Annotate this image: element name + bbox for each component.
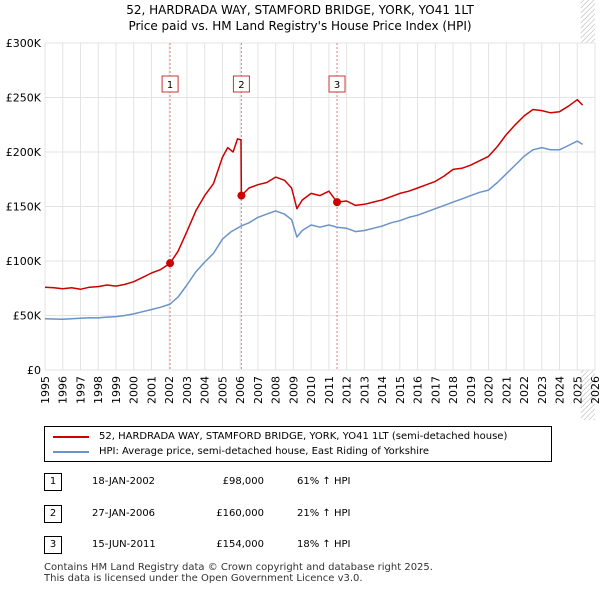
title-line-2: Price paid vs. HM Land Registry's House … — [128, 19, 472, 33]
hatch-stroke — [580, 0, 585, 4]
sale-marker-box — [161, 75, 179, 93]
sale-hpi-change: 18% ↑ HPI — [297, 539, 351, 550]
sale-marker-box — [232, 75, 250, 93]
x-tick-label: 2009 — [287, 376, 300, 404]
footer-line-2: This data is licensed under the Open Gov… — [44, 573, 363, 584]
x-tick-label: 1996 — [57, 376, 70, 404]
hatch-stroke — [580, 378, 596, 394]
x-tick-label: 2001 — [145, 376, 158, 404]
x-tick-label: 2000 — [128, 376, 141, 404]
hatch-stroke — [580, 28, 596, 44]
x-tick-label: 2026 — [589, 376, 600, 404]
hatch-stroke — [580, 368, 596, 384]
hatch-stroke — [580, 0, 590, 9]
x-tick-label: 2014 — [376, 376, 389, 404]
legend-blue-line — [53, 451, 89, 453]
hatch-stroke — [580, 393, 596, 409]
sale-price: £160,000 — [216, 508, 264, 519]
y-tick-label: £100K — [6, 255, 42, 268]
chart-svg: 1 2 3 1995 1996 1997 1998 1999 2000 2001 2002 2003… — [6, 0, 600, 420]
x-tick-label: 2002 — [163, 376, 176, 404]
x-tick-label: 2018 — [447, 376, 460, 404]
hatch-stroke — [583, 408, 596, 420]
property-price-line — [44, 98, 584, 291]
x-tick-label: 2013 — [358, 376, 371, 404]
x-tick-label: 2021 — [500, 376, 513, 404]
y-tick-label: £0 — [27, 364, 41, 377]
x-tick-label: 2005 — [216, 376, 229, 404]
legend-red-line — [53, 436, 89, 438]
sale-point — [166, 259, 175, 268]
x-tick-label: 1995 — [39, 376, 52, 404]
x-tick-label: 2008 — [270, 376, 283, 404]
hatch-stroke — [580, 398, 596, 414]
sale-date: 15-JUN-2011 — [92, 539, 156, 550]
y-tick-label: £200K — [6, 146, 42, 159]
x-tick-label: 2011 — [323, 376, 336, 404]
hatch-stroke — [580, 388, 596, 404]
sale-marker-label: 3 — [334, 80, 340, 91]
hatch-stroke — [580, 13, 596, 29]
footer-line-1: Contains HM Land Registry data © Crown c… — [44, 562, 433, 573]
hatch-stroke — [580, 18, 596, 34]
legend-property-label: 52, HARDRADA WAY, STAMFORD BRIDGE, YORK,… — [99, 431, 508, 442]
hpi-line — [44, 140, 583, 321]
hatch-stroke — [580, 23, 596, 39]
sale-price: £154,000 — [216, 539, 264, 550]
footer: Contains HM Land Registry data © Crown c… — [44, 562, 433, 584]
hatch-stroke — [580, 3, 596, 19]
x-tick-label: 1999 — [110, 376, 123, 404]
x-tick-label: 2025 — [571, 376, 584, 404]
sale-price: £98,000 — [222, 476, 264, 487]
x-tick-label: 2015 — [394, 376, 407, 404]
x-tick-label: 2019 — [465, 376, 478, 404]
x-tick-label: 2007 — [252, 376, 265, 404]
x-tick-label: 2017 — [429, 376, 442, 404]
x-tick-label: 2004 — [199, 376, 212, 404]
x-tick-label: 2003 — [181, 376, 194, 404]
x-tick-label: 2006 — [234, 376, 247, 404]
x-tick-label: 1997 — [74, 376, 87, 404]
x-tick-label: 2012 — [341, 376, 354, 404]
sale-point — [333, 198, 342, 207]
sale-markers — [166, 191, 342, 268]
hatch-stroke — [580, 8, 596, 24]
y-tick-label: £250K — [6, 92, 42, 105]
x-tick-label: 2023 — [536, 376, 549, 404]
sale-date: 18-JAN-2002 — [92, 476, 156, 487]
x-tick-label: 2022 — [518, 376, 531, 404]
sale-number-badge: 2 — [44, 505, 62, 523]
grid — [44, 42, 596, 371]
hatch-stroke — [580, 383, 596, 399]
sale-number-badge: 3 — [44, 536, 62, 554]
legend-hpi-label: HPI: Average price, semi-detached house,… — [99, 446, 430, 457]
hatch-stroke — [580, 403, 596, 419]
sale-point — [237, 191, 246, 200]
chart-title: 52, HARDRADA WAY, STAMFORD BRIDGE, YORK,… — [0, 2, 600, 34]
x-tick-label: 2024 — [554, 376, 567, 404]
hatch-stroke — [580, 0, 595, 14]
sale-marker-label: 2 — [238, 80, 244, 91]
sale-marker-box — [328, 75, 346, 93]
y-tick-label: £300K — [6, 37, 42, 50]
y-tick-label: £150K — [6, 201, 42, 214]
sale-marker-label: 1 — [167, 80, 173, 91]
sale-date: 27-JAN-2006 — [92, 508, 156, 519]
x-tick-label: 1998 — [92, 376, 105, 404]
x-tick-label: 2010 — [305, 376, 318, 404]
hatch-stroke — [580, 373, 596, 389]
hatch-stroke — [593, 418, 596, 420]
sale-number-badge: 1 — [44, 473, 62, 491]
axis-labels: 1995 1996 1997 1998 1999 2000 2001 2002 2003 2004… — [6, 37, 600, 404]
series-lines — [44, 98, 584, 321]
sale-hpi-change: 21% ↑ HPI — [297, 508, 351, 519]
hatch-stroke — [588, 413, 596, 420]
y-tick-label: £50K — [13, 310, 42, 323]
sale-hpi-change: 61% ↑ HPI — [297, 476, 351, 487]
x-tick-label: 2020 — [483, 376, 496, 404]
sale-date-lines: 1 2 3 — [161, 43, 346, 370]
title-line-1: 52, HARDRADA WAY, STAMFORD BRIDGE, YORK,… — [126, 3, 474, 17]
x-tick-label: 2016 — [412, 376, 425, 404]
legend: 52, HARDRADA WAY, STAMFORD BRIDGE, YORK,… — [44, 426, 552, 462]
